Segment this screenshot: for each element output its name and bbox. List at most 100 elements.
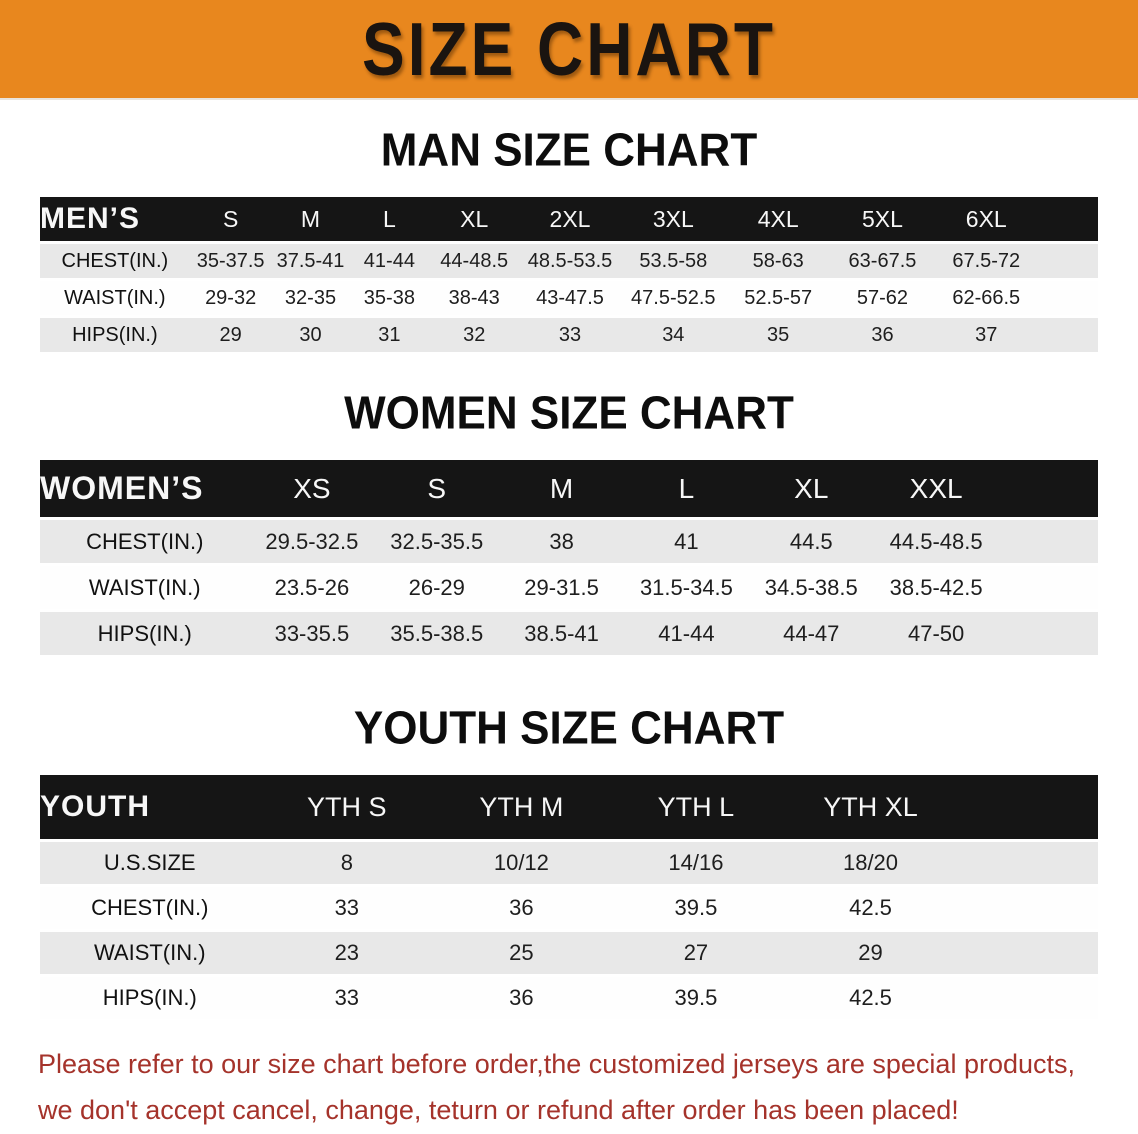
size-header-cell: YTH M [434, 775, 609, 839]
measurement-label-cell: HIPS(IN.) [97, 620, 192, 646]
measurement-value-cell: 57-62 [856, 286, 909, 309]
table-row: WAIST(IN.) 29-32 32-35 35-38 38-43 43-47.5 47.… [40, 281, 1098, 315]
measurement-value-cell: 10/12 [493, 850, 549, 875]
youth-size-table: YOUTH YTH S YTH M YTH L YTH XL U.S.SIZE 8 10/12… [40, 772, 1098, 1022]
measurement-label-cell: CHEST(IN.) [61, 249, 169, 272]
measurement-value-cell: 23 [334, 940, 360, 965]
group-label-cell: YOUTH [40, 775, 260, 839]
measurement-value-cell: 35 [767, 323, 790, 346]
measurement-label-cell: WAIST(IN.) [93, 940, 206, 965]
filler-cell [957, 775, 1098, 839]
size-header-cell: XS [249, 460, 375, 517]
filler-cell [999, 566, 1098, 609]
measurement-value-cell: 43-47.5 [536, 286, 604, 309]
measurement-value-cell: 32-35 [284, 286, 337, 309]
measurement-value-cell: 47.5-52.5 [631, 286, 716, 309]
measurement-value-cell: 38.5-41 [524, 620, 599, 646]
size-header-cell: 4XL [725, 197, 831, 241]
filler-cell [1038, 197, 1098, 241]
filler-cell [958, 977, 1098, 1019]
disclaimer-line-2: we don't accept cancel, change, teturn o… [38, 1094, 959, 1125]
youth-size-chart-section: YOUTH SIZE CHART YOUTH YTH S YTH M YTH L YTH… [0, 702, 1138, 1022]
measurement-value-cell: 30 [299, 323, 322, 346]
measurement-value-cell: 29 [858, 940, 883, 965]
section-title-youth: YOUTH SIZE CHART [353, 702, 785, 755]
table-row: WAIST(IN.) 23 25 27 29 [40, 932, 1098, 974]
measurement-value-cell: 44.5-48.5 [889, 528, 983, 554]
filler-cell [1038, 244, 1098, 278]
size-header-cell: YTH S [259, 775, 435, 839]
size-chart-banner: SIZE CHART [0, 0, 1138, 100]
measurement-value-cell: 36 [871, 323, 894, 346]
table-row: HIPS(IN.) 29 30 31 32 33 34 35 36 37 [40, 318, 1098, 352]
measurement-value-cell: 25 [509, 940, 534, 965]
table-row: CHEST(IN.) 29.5-32.5 32.5-35.5 38 41 44.5 44.5… [40, 520, 1098, 563]
measurement-value-cell: 33 [558, 323, 582, 346]
measurement-label-cell: HIPS(IN.) [72, 323, 158, 346]
size-header-cell: S [189, 197, 272, 241]
measurement-label-cell: HIPS(IN.) [102, 985, 197, 1010]
measurement-value-cell: 39.5 [674, 985, 718, 1010]
measurement-value-cell: 27 [683, 940, 709, 965]
measurement-value-cell: 58-63 [752, 249, 804, 272]
filler-cell [958, 932, 1098, 974]
measurement-value-cell: 44.5 [789, 528, 833, 554]
measurement-value-cell: 38 [549, 528, 574, 554]
size-header-cell: S [374, 460, 500, 517]
man-size-chart-section: MAN SIZE CHART MEN’S S M L XL 2XL 3XL 4XL 5XL 6XL… [0, 125, 1138, 355]
measurement-value-cell: 42.5 [849, 985, 892, 1010]
size-header-cell: M [499, 460, 624, 517]
size-header-cell: XXL [873, 460, 999, 517]
size-header-cell: 2XL [519, 197, 621, 241]
measurement-value-cell: 23.5-26 [274, 574, 350, 600]
table-row: HIPS(IN.) 33 36 39.5 42.5 [40, 977, 1098, 1019]
size-header-cell: 5XL [830, 197, 935, 241]
measurement-value-cell: 29-32 [205, 286, 257, 309]
banner-title: SIZE CHART [362, 6, 776, 92]
size-header-cell: 6XL [934, 197, 1039, 241]
size-header-row: WOMEN’S XS S M L XL XXL [40, 460, 1098, 517]
size-header-cell: XL [429, 197, 520, 241]
measurement-value-cell: 41-44 [363, 249, 415, 272]
measurement-value-cell: 53.5-58 [639, 249, 708, 272]
size-header-cell: XL [748, 460, 874, 517]
measurement-label-cell: CHEST(IN.) [86, 528, 204, 554]
measurement-value-cell: 29.5-32.5 [265, 528, 359, 554]
measurement-value-cell: 39.5 [674, 895, 718, 920]
measurement-label-cell: WAIST(IN.) [88, 574, 201, 600]
measurement-value-cell: 31 [378, 323, 401, 346]
size-header-cell: L [349, 197, 430, 241]
measurement-value-cell: 14/16 [668, 850, 724, 875]
filler-cell [958, 887, 1098, 929]
measurement-label-cell: U.S.SIZE [103, 850, 196, 875]
size-header-cell: M [271, 197, 350, 241]
size-header-cell: YTH L [608, 775, 784, 839]
men-size-table: MEN’S S M L XL 2XL 3XL 4XL 5XL 6XL CHEST(IN.) 35-37… [40, 194, 1098, 355]
measurement-value-cell: 35-38 [363, 286, 415, 309]
section-title-women: WOMEN SIZE CHART [344, 387, 794, 440]
measurement-value-cell: 32 [463, 323, 486, 346]
measurement-value-cell: 32.5-35.5 [390, 528, 484, 554]
table-row: U.S.SIZE 8 10/12 14/16 18/20 [40, 842, 1098, 884]
filler-cell [958, 842, 1098, 884]
filler-cell [1038, 281, 1098, 315]
group-label-cell: WOMEN’S [40, 460, 250, 517]
measurement-value-cell: 37 [975, 323, 998, 346]
size-header-row: MEN’S S M L XL 2XL 3XL 4XL 5XL 6XL [40, 197, 1098, 241]
measurement-value-cell: 8 [340, 850, 353, 875]
measurement-value-cell: 38-43 [448, 286, 500, 309]
measurement-value-cell: 62-66.5 [952, 286, 1021, 309]
group-label-cell: MEN’S [40, 197, 190, 241]
table-row: CHEST(IN.) 35-37.5 37.5-41 41-44 44-48.5 48.5… [40, 244, 1098, 278]
measurement-value-cell: 44-47 [783, 620, 840, 646]
table-row: CHEST(IN.) 33 36 39.5 42.5 [40, 887, 1098, 929]
measurement-value-cell: 47-50 [907, 620, 965, 646]
size-header-cell: YTH XL [783, 775, 958, 839]
measurement-value-cell: 31.5-34.5 [639, 574, 733, 600]
filler-cell [999, 520, 1098, 563]
measurement-value-cell: 35-37.5 [196, 249, 265, 272]
measurement-value-cell: 33-35.5 [274, 620, 350, 646]
measurement-value-cell: 33 [334, 895, 360, 920]
table-row: HIPS(IN.) 33-35.5 35.5-38.5 38.5-41 41-44 44-… [40, 612, 1098, 655]
filler-cell [998, 460, 1098, 517]
